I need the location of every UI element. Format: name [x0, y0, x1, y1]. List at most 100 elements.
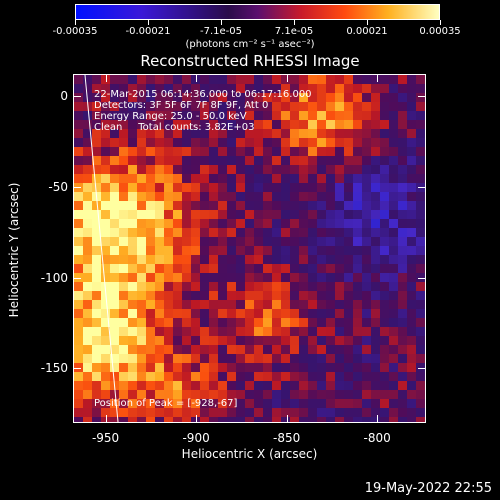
heatmap-cell — [254, 390, 263, 399]
heatmap-cell — [416, 255, 425, 264]
heatmap-cell — [236, 84, 245, 93]
heatmap-cell — [209, 327, 218, 336]
heatmap-cell — [245, 309, 254, 318]
heatmap-cell — [326, 84, 335, 93]
heatmap-cell — [119, 273, 128, 282]
heatmap-cell — [290, 120, 299, 129]
heatmap-cell — [200, 102, 209, 111]
heatmap-cell — [101, 372, 110, 381]
heatmap-cell — [362, 300, 371, 309]
heatmap-cell — [92, 417, 101, 422]
heatmap-cell — [326, 192, 335, 201]
heatmap-cell — [254, 381, 263, 390]
heatmap-cell — [245, 273, 254, 282]
heatmap-cell — [173, 228, 182, 237]
heatmap-cell — [254, 237, 263, 246]
colorbar-gradient — [76, 5, 439, 19]
heatmap-cell — [74, 246, 83, 255]
heatmap-cell — [155, 291, 164, 300]
heatmap-cell — [407, 381, 416, 390]
heatmap-cell — [137, 174, 146, 183]
heatmap-cell — [398, 111, 407, 120]
heatmap-cell — [155, 192, 164, 201]
heatmap-cell — [173, 300, 182, 309]
heatmap-cell — [128, 264, 137, 273]
heatmap-cell — [362, 111, 371, 120]
x-tick — [196, 415, 198, 423]
heatmap-cell — [326, 237, 335, 246]
heatmap-cell — [335, 138, 344, 147]
solar-limb-line — [84, 75, 119, 422]
heatmap-cell — [164, 237, 173, 246]
heatmap-cell — [200, 381, 209, 390]
heatmap-cell — [263, 282, 272, 291]
heatmap-cell — [128, 273, 137, 282]
heatmap-cell — [308, 84, 317, 93]
heatmap-cell — [191, 147, 200, 156]
heatmap-cell — [272, 156, 281, 165]
heatmap-cell — [236, 264, 245, 273]
heatmap-cell — [236, 237, 245, 246]
heatmap-cell — [101, 165, 110, 174]
heatmap-cell — [101, 345, 110, 354]
heatmap-cell — [200, 318, 209, 327]
heatmap-cell — [227, 174, 236, 183]
heatmap-cell — [272, 399, 281, 408]
heatmap-cell — [218, 282, 227, 291]
y-tick-label: 0 — [60, 88, 68, 103]
heatmap-cell — [209, 174, 218, 183]
heatmap-cell — [209, 273, 218, 282]
heatmap-cell — [137, 210, 146, 219]
heatmap-cell — [74, 201, 83, 210]
heatmap-cell — [182, 255, 191, 264]
heatmap-cell — [137, 345, 146, 354]
heatmap-cell — [182, 345, 191, 354]
heatmap-cell — [254, 102, 263, 111]
heatmap-cell — [389, 381, 398, 390]
heatmap-cell — [317, 399, 326, 408]
heatmap-cell — [272, 363, 281, 372]
heatmap-cell — [407, 345, 416, 354]
heatmap-cell — [101, 318, 110, 327]
x-tick — [196, 74, 198, 82]
heatmap-cell — [281, 129, 290, 138]
heatmap-cell — [398, 120, 407, 129]
heatmap-cell — [119, 246, 128, 255]
heatmap-cell — [326, 345, 335, 354]
heatmap-cell — [218, 237, 227, 246]
heatmap-cell — [209, 390, 218, 399]
heatmap-cell — [308, 174, 317, 183]
heatmap-cell — [218, 408, 227, 417]
heatmap-cell — [110, 147, 119, 156]
heatmap-cell — [155, 111, 164, 120]
heatmap-cell — [407, 210, 416, 219]
heatmap-cell — [272, 93, 281, 102]
heatmap-cell — [119, 291, 128, 300]
heatmap-cell — [371, 399, 380, 408]
heatmap-cell — [200, 336, 209, 345]
heatmap-cell — [227, 291, 236, 300]
heatmap-cell — [353, 111, 362, 120]
heatmap-cell — [371, 363, 380, 372]
heatmap-cell — [119, 300, 128, 309]
heatmap-cell — [209, 165, 218, 174]
heatmap-cell — [245, 327, 254, 336]
heatmap-cell — [389, 246, 398, 255]
heatmap-cell — [119, 228, 128, 237]
heatmap-cell — [254, 408, 263, 417]
heatmap-cell — [308, 282, 317, 291]
heatmap-cell — [200, 93, 209, 102]
heatmap-cell — [371, 354, 380, 363]
heatmap-cell — [227, 165, 236, 174]
heatmap-cell — [137, 354, 146, 363]
heatmap-cell — [353, 147, 362, 156]
heatmap-cell — [281, 147, 290, 156]
heatmap-cell — [263, 354, 272, 363]
heatmap-cell — [164, 75, 173, 84]
heatmap-cell — [182, 120, 191, 129]
heatmap-cell — [416, 129, 425, 138]
heatmap-cell — [362, 246, 371, 255]
colorbar-tick — [75, 20, 76, 25]
heatmap-cell — [200, 147, 209, 156]
heatmap-cell — [146, 408, 155, 417]
